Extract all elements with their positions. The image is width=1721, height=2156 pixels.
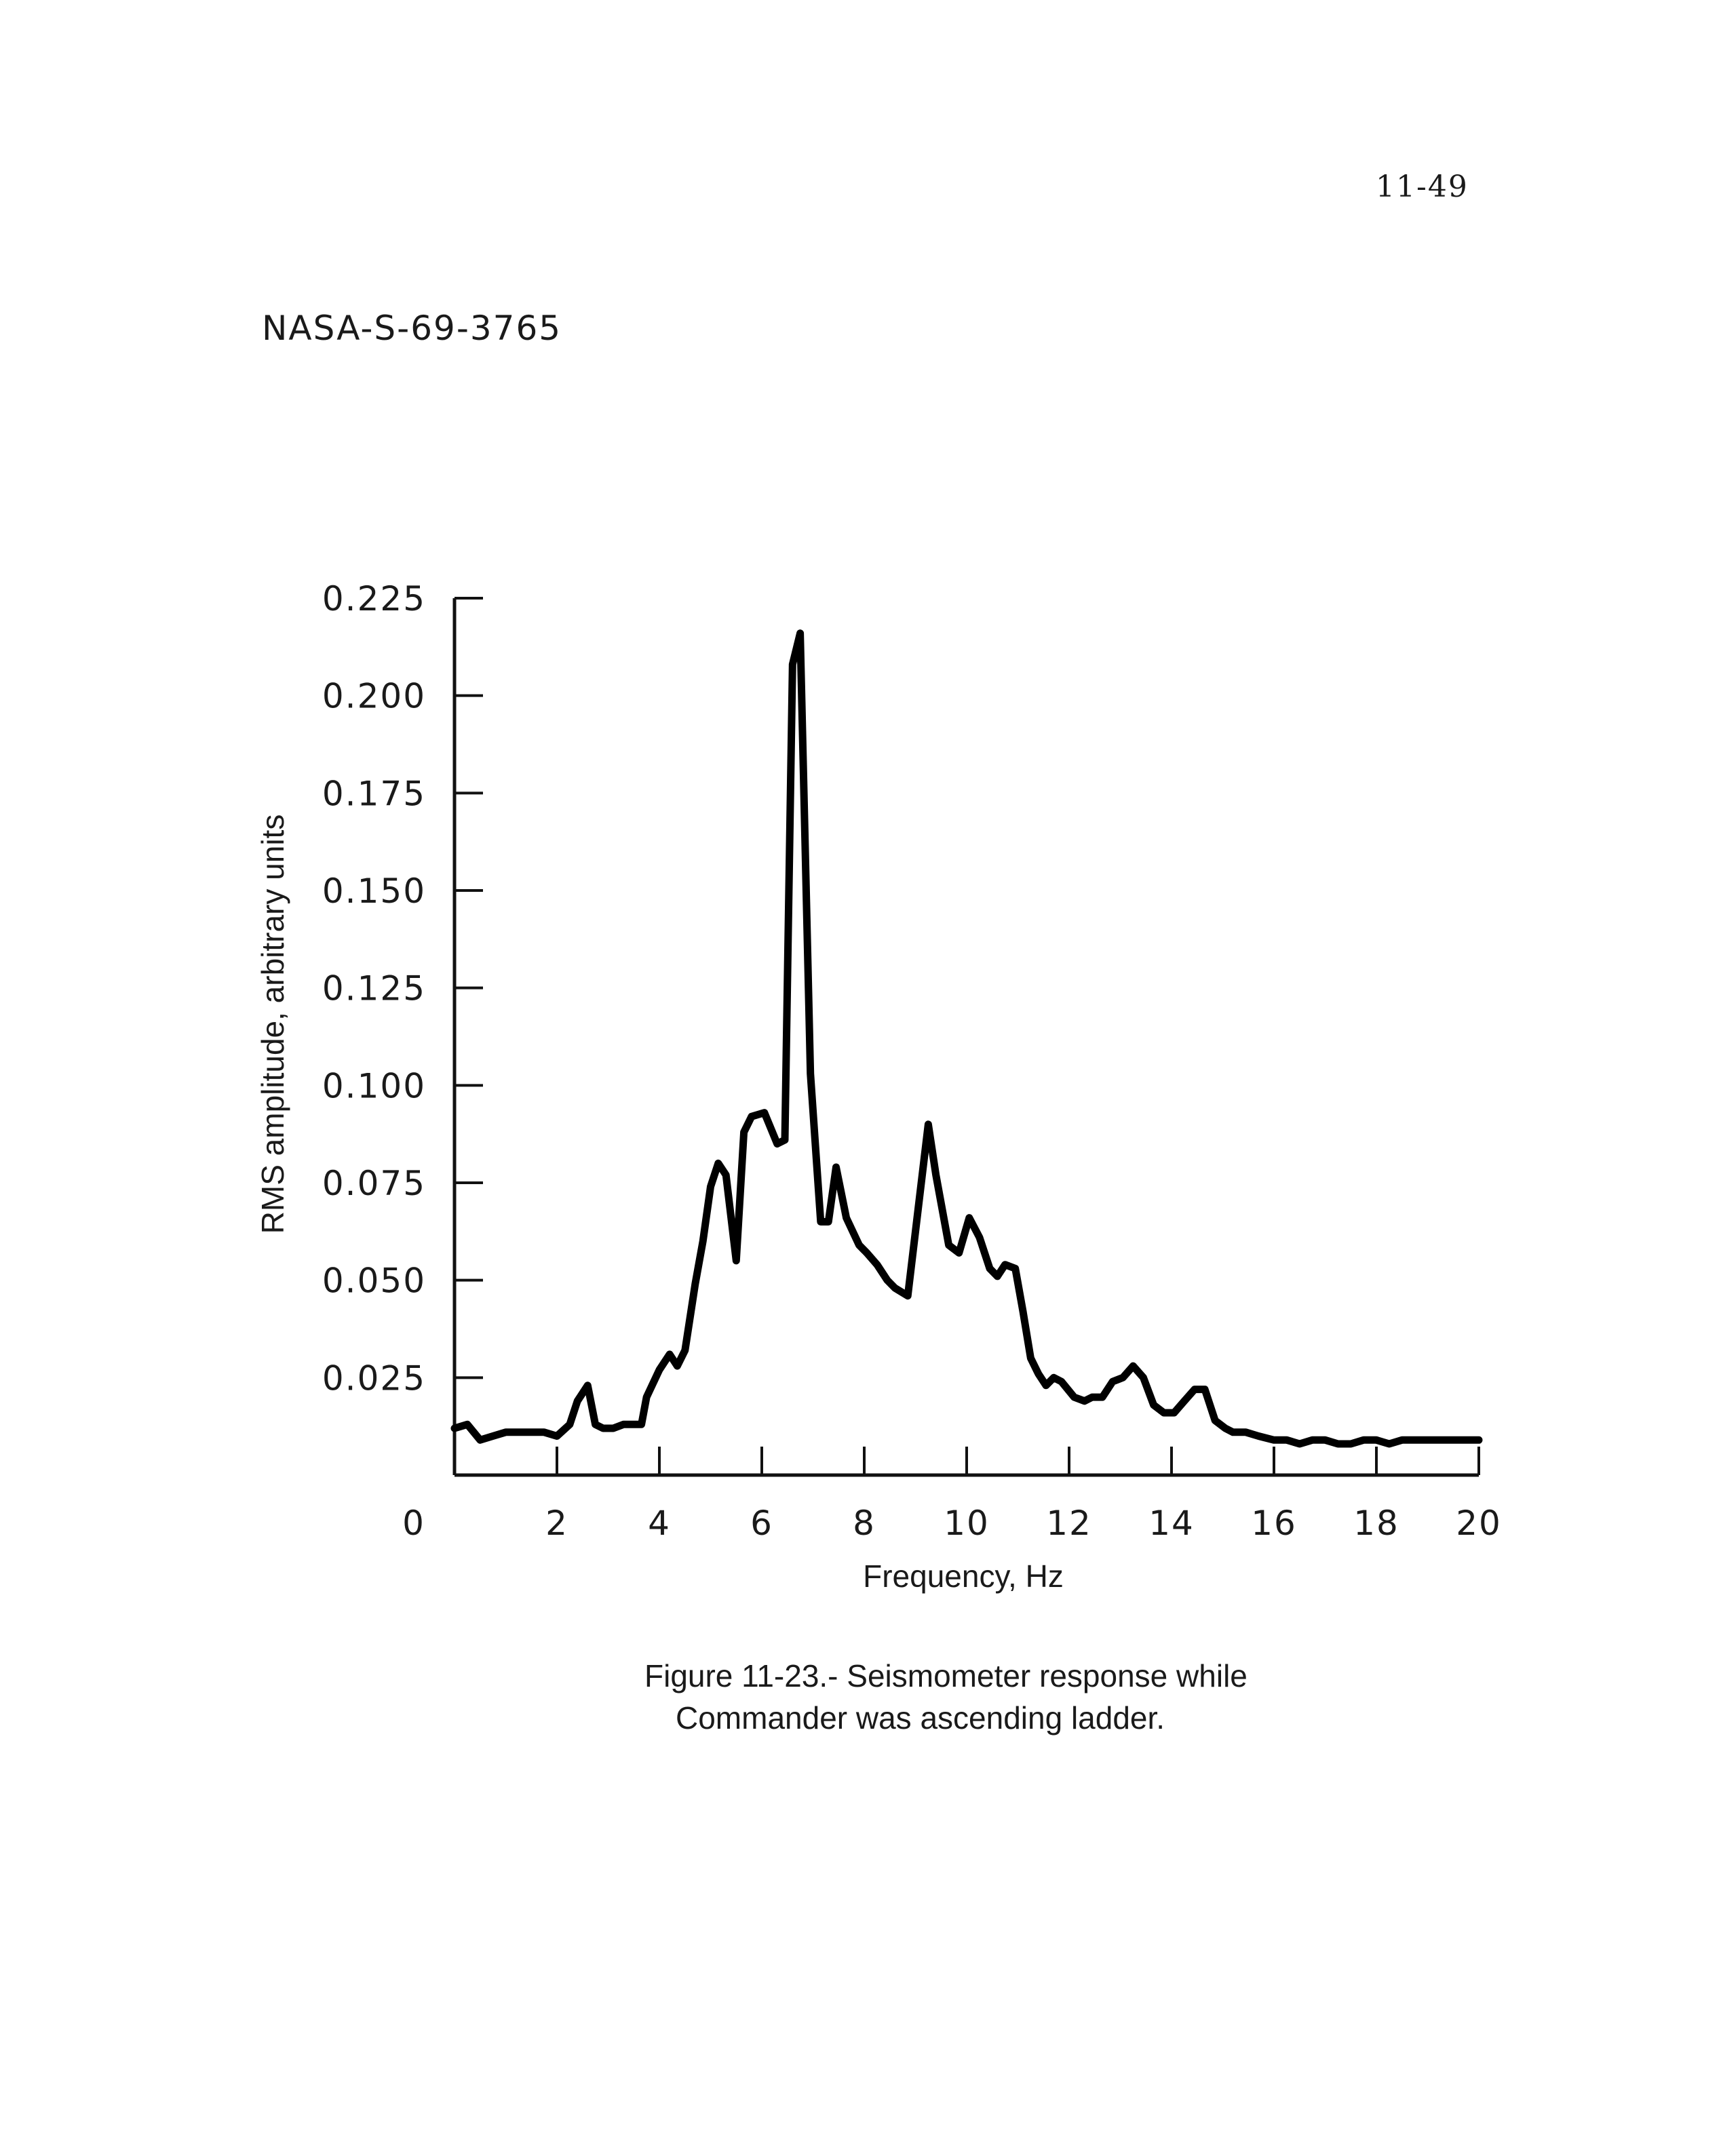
- page-number: 11-49: [1376, 170, 1469, 204]
- x-tick-label: 12: [1046, 1504, 1092, 1543]
- y-axis-label: RMS amplitude, arbitrary units: [255, 815, 290, 1234]
- series-line-1: [450, 629, 1483, 1448]
- x-tick-label: 6: [750, 1504, 773, 1543]
- y-axis-ticks: 0.025 0.050 0.075 0.100 0.125 0.150 0.175 0.200…: [322, 579, 483, 1398]
- x-tick-label: 20: [1456, 1504, 1502, 1543]
- y-tick-label: 0.150: [322, 871, 426, 911]
- y-tick-label: 0.225: [322, 579, 426, 619]
- figure-caption: Figure 11-23.- Seismometer response whil…: [644, 1655, 1391, 1739]
- y-tick-label: 0.200: [322, 677, 426, 716]
- y-tick-label: 0.075: [322, 1164, 426, 1203]
- x-tick-label: 8: [853, 1504, 876, 1543]
- x-tick-label: 2: [545, 1504, 568, 1543]
- x-tick-label: 0: [402, 1504, 425, 1543]
- caption-line-2: Commander was ascending ladder.: [676, 1700, 1165, 1736]
- document-id: NASA-S-69-3765: [262, 309, 562, 348]
- x-tick-label: 16: [1251, 1504, 1297, 1543]
- x-tick-label: 14: [1148, 1504, 1195, 1543]
- x-tick-label: 18: [1353, 1504, 1399, 1543]
- y-tick-label: 0.100: [322, 1066, 426, 1105]
- seismometer-chart: 0.025 0.050 0.075 0.100 0.125 0.150 0.175 0.200…: [255, 579, 1502, 1594]
- series-layer: [450, 629, 1483, 1448]
- y-tick-label: 0.025: [322, 1358, 426, 1398]
- x-tick-label: 4: [648, 1504, 671, 1543]
- chart-axes: [452, 598, 1479, 1477]
- x-axis-label: Frequency, Hz: [863, 1559, 1064, 1594]
- y-tick-label: 0.050: [322, 1261, 426, 1301]
- caption-line-1: Figure 11-23.- Seismometer response whil…: [644, 1658, 1248, 1693]
- x-tick-label: 10: [944, 1504, 990, 1543]
- y-tick-label: 0.125: [322, 969, 426, 1008]
- x-axis-ticks: 0 2 4 6 8 10 12 14 16 18 20: [402, 1447, 1502, 1543]
- y-tick-label: 0.175: [322, 774, 426, 813]
